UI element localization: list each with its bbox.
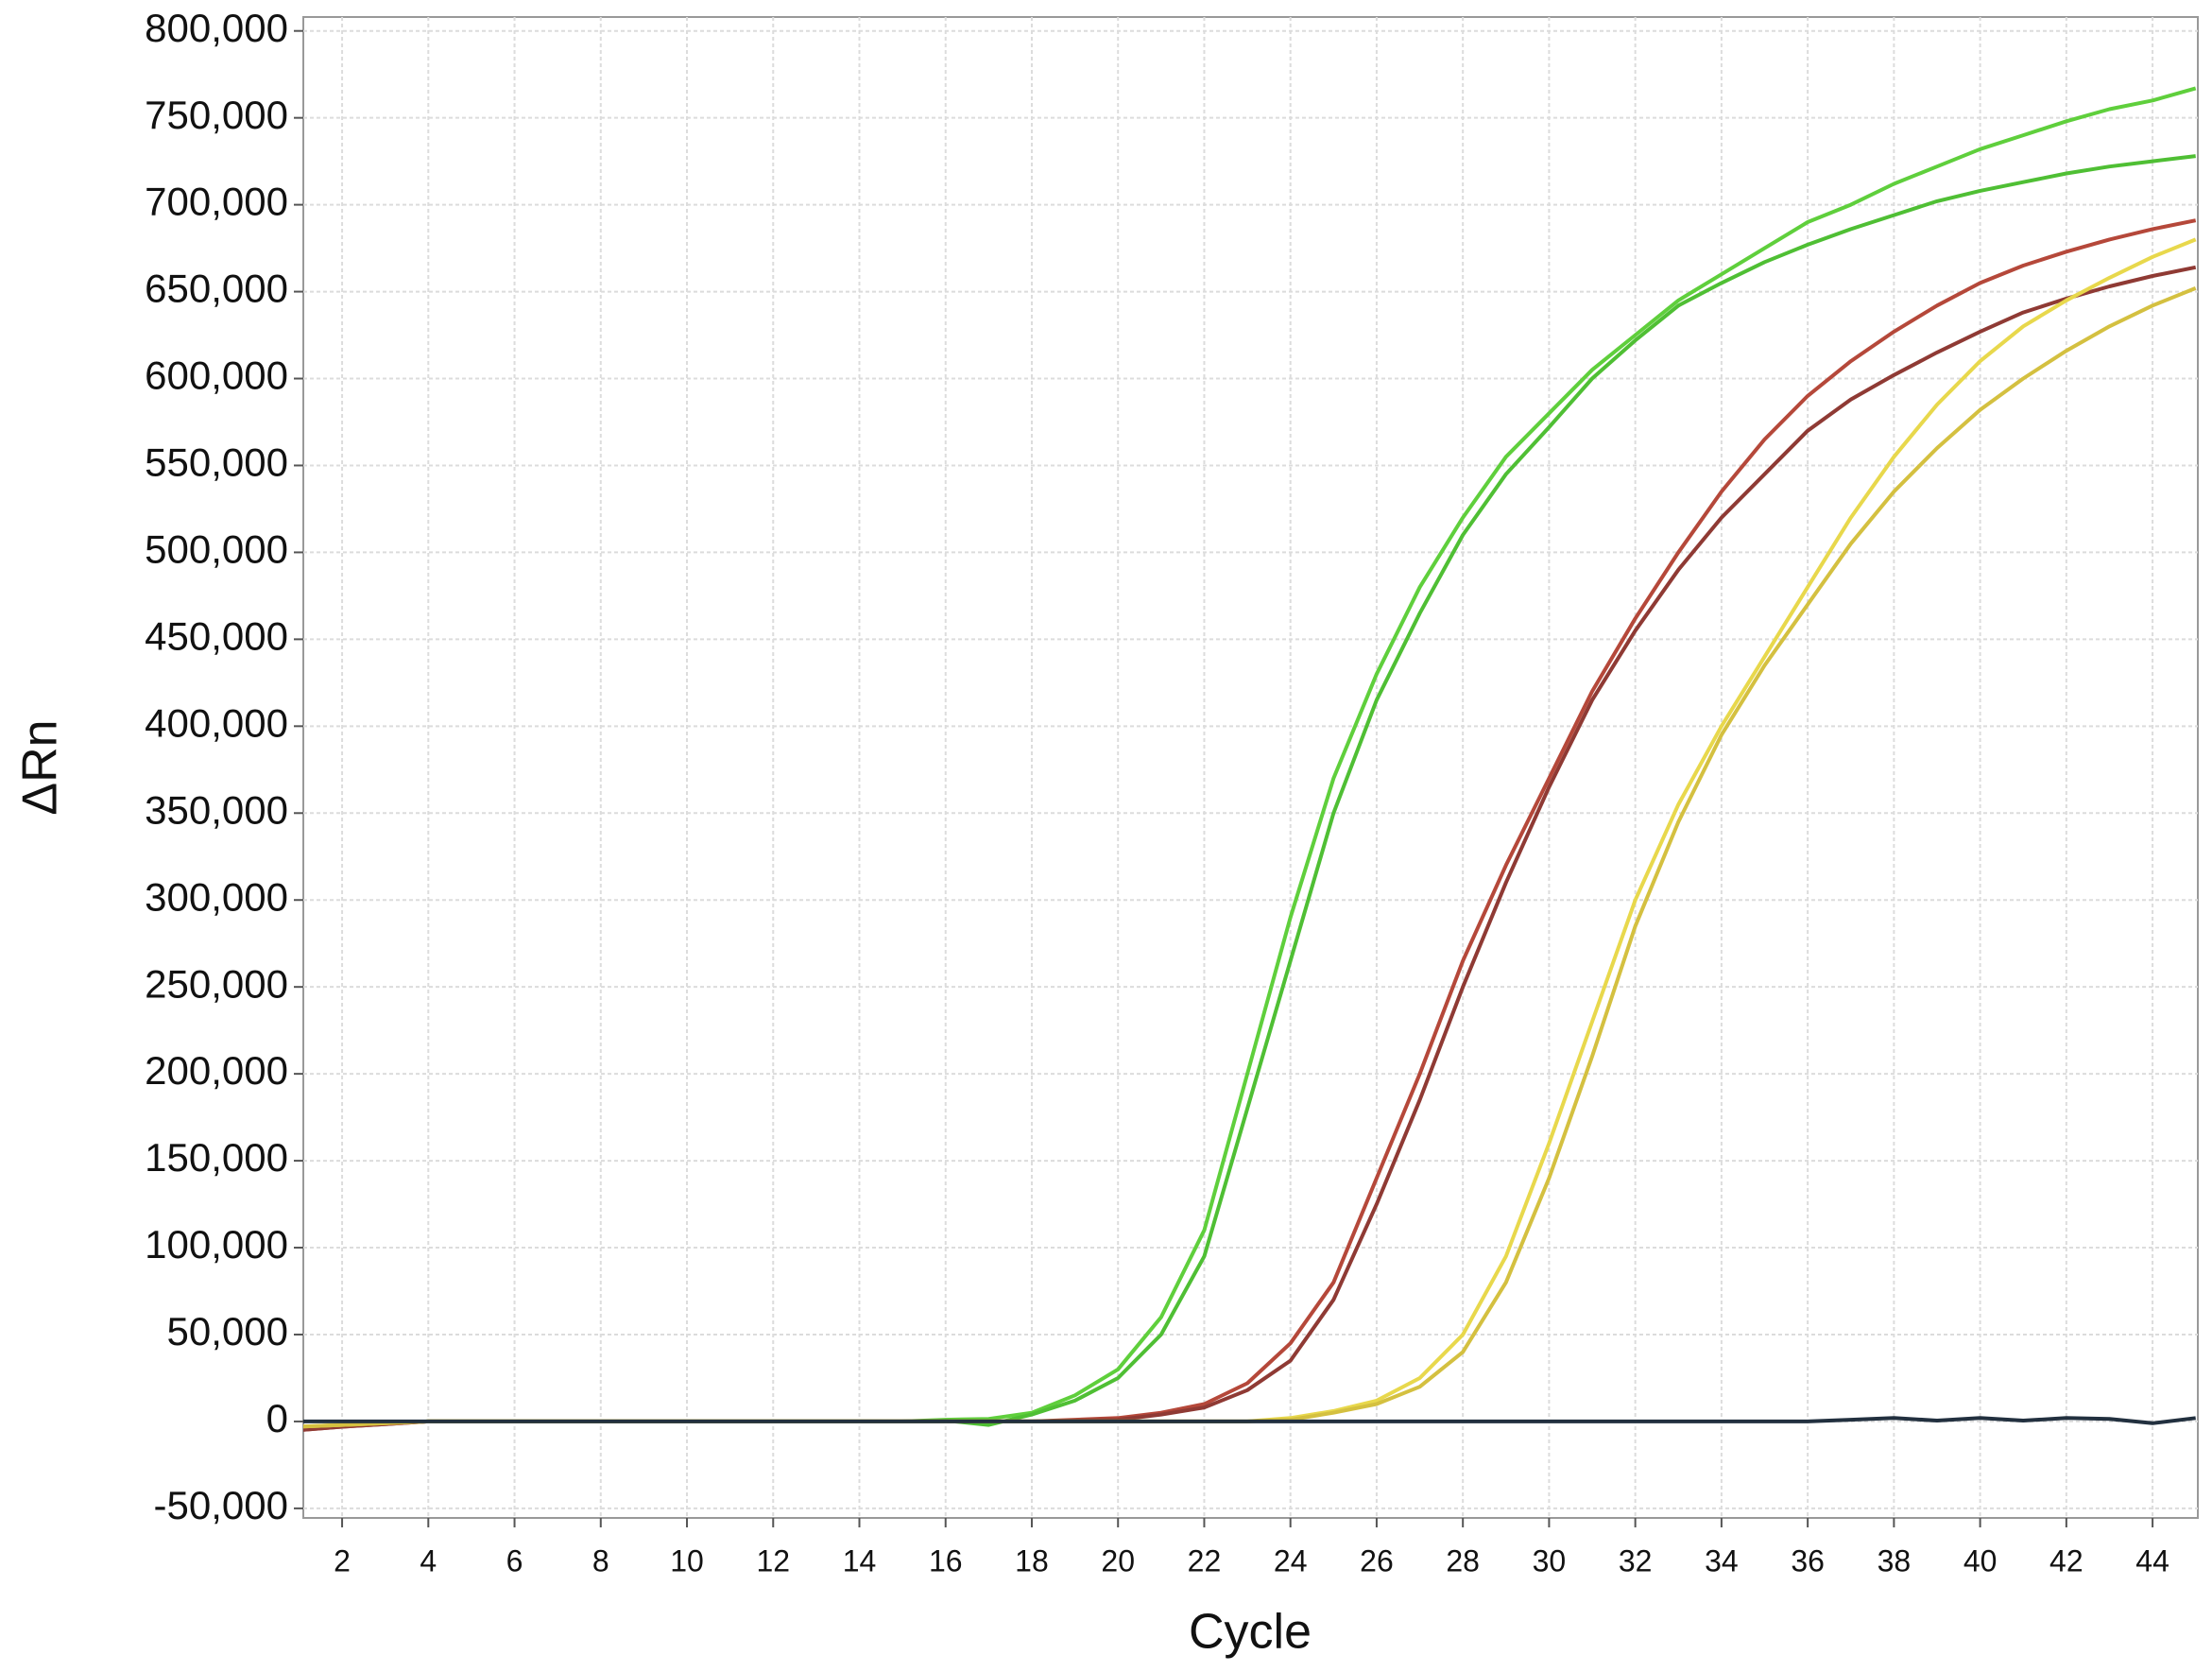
y-tick-label: 500,000: [145, 527, 288, 572]
y-tick-label: 150,000: [145, 1135, 288, 1180]
y-axis-label: ΔRn: [13, 719, 68, 815]
x-tick-label: 38: [1878, 1543, 1912, 1577]
y-tick-label: -50,000: [154, 1483, 288, 1527]
x-tick-label: 16: [929, 1543, 963, 1577]
y-tick-label: 200,000: [145, 1048, 288, 1093]
y-tick-label: 50,000: [167, 1309, 288, 1353]
x-tick-label: 26: [1360, 1543, 1394, 1577]
x-tick-label: 40: [1963, 1543, 1998, 1577]
x-tick-label: 4: [420, 1543, 437, 1577]
y-tick-label: 750,000: [145, 93, 288, 137]
y-tick-label: 250,000: [145, 961, 288, 1006]
y-tick-label: 300,000: [145, 874, 288, 919]
y-tick-label: 600,000: [145, 353, 288, 398]
x-tick-label: 24: [1274, 1543, 1308, 1577]
series-group: [303, 86, 2197, 1432]
x-tick-label: 36: [1791, 1543, 1825, 1577]
x-tick-label: 10: [670, 1543, 704, 1577]
x-tick-label: 8: [592, 1543, 609, 1577]
x-tick-label: 34: [1705, 1543, 1739, 1577]
y-tick-label: 700,000: [145, 180, 288, 224]
x-tick-label: 32: [1619, 1543, 1653, 1577]
x-tick-label: 2: [334, 1543, 351, 1577]
y-tick-label: 0: [266, 1396, 288, 1440]
y-tick-label: 650,000: [145, 267, 288, 311]
y-tick-label: 400,000: [145, 700, 288, 745]
x-tick-label: 28: [1446, 1543, 1480, 1577]
x-tick-label: 20: [1101, 1543, 1135, 1577]
x-tick-label: 44: [2135, 1543, 2169, 1577]
x-tick-label: 18: [1015, 1543, 1049, 1577]
y-tick-label: 800,000: [145, 6, 288, 50]
x-tick-label: 30: [1533, 1543, 1567, 1577]
y-tick-label: 350,000: [145, 787, 288, 832]
x-axis-label: Cycle: [1189, 1605, 1312, 1660]
y-tick-label: 100,000: [145, 1222, 288, 1267]
x-tick-label: 14: [843, 1543, 877, 1577]
y-tick-label: 450,000: [145, 613, 288, 658]
x-tick-label: 12: [756, 1543, 790, 1577]
x-tick-label: 42: [2049, 1543, 2083, 1577]
x-tick-label: 22: [1188, 1543, 1222, 1577]
plot-area: [302, 16, 2199, 1519]
y-tick-label: 550,000: [145, 440, 288, 485]
x-tick-label: 6: [506, 1543, 523, 1577]
series-line: [303, 1416, 2196, 1425]
